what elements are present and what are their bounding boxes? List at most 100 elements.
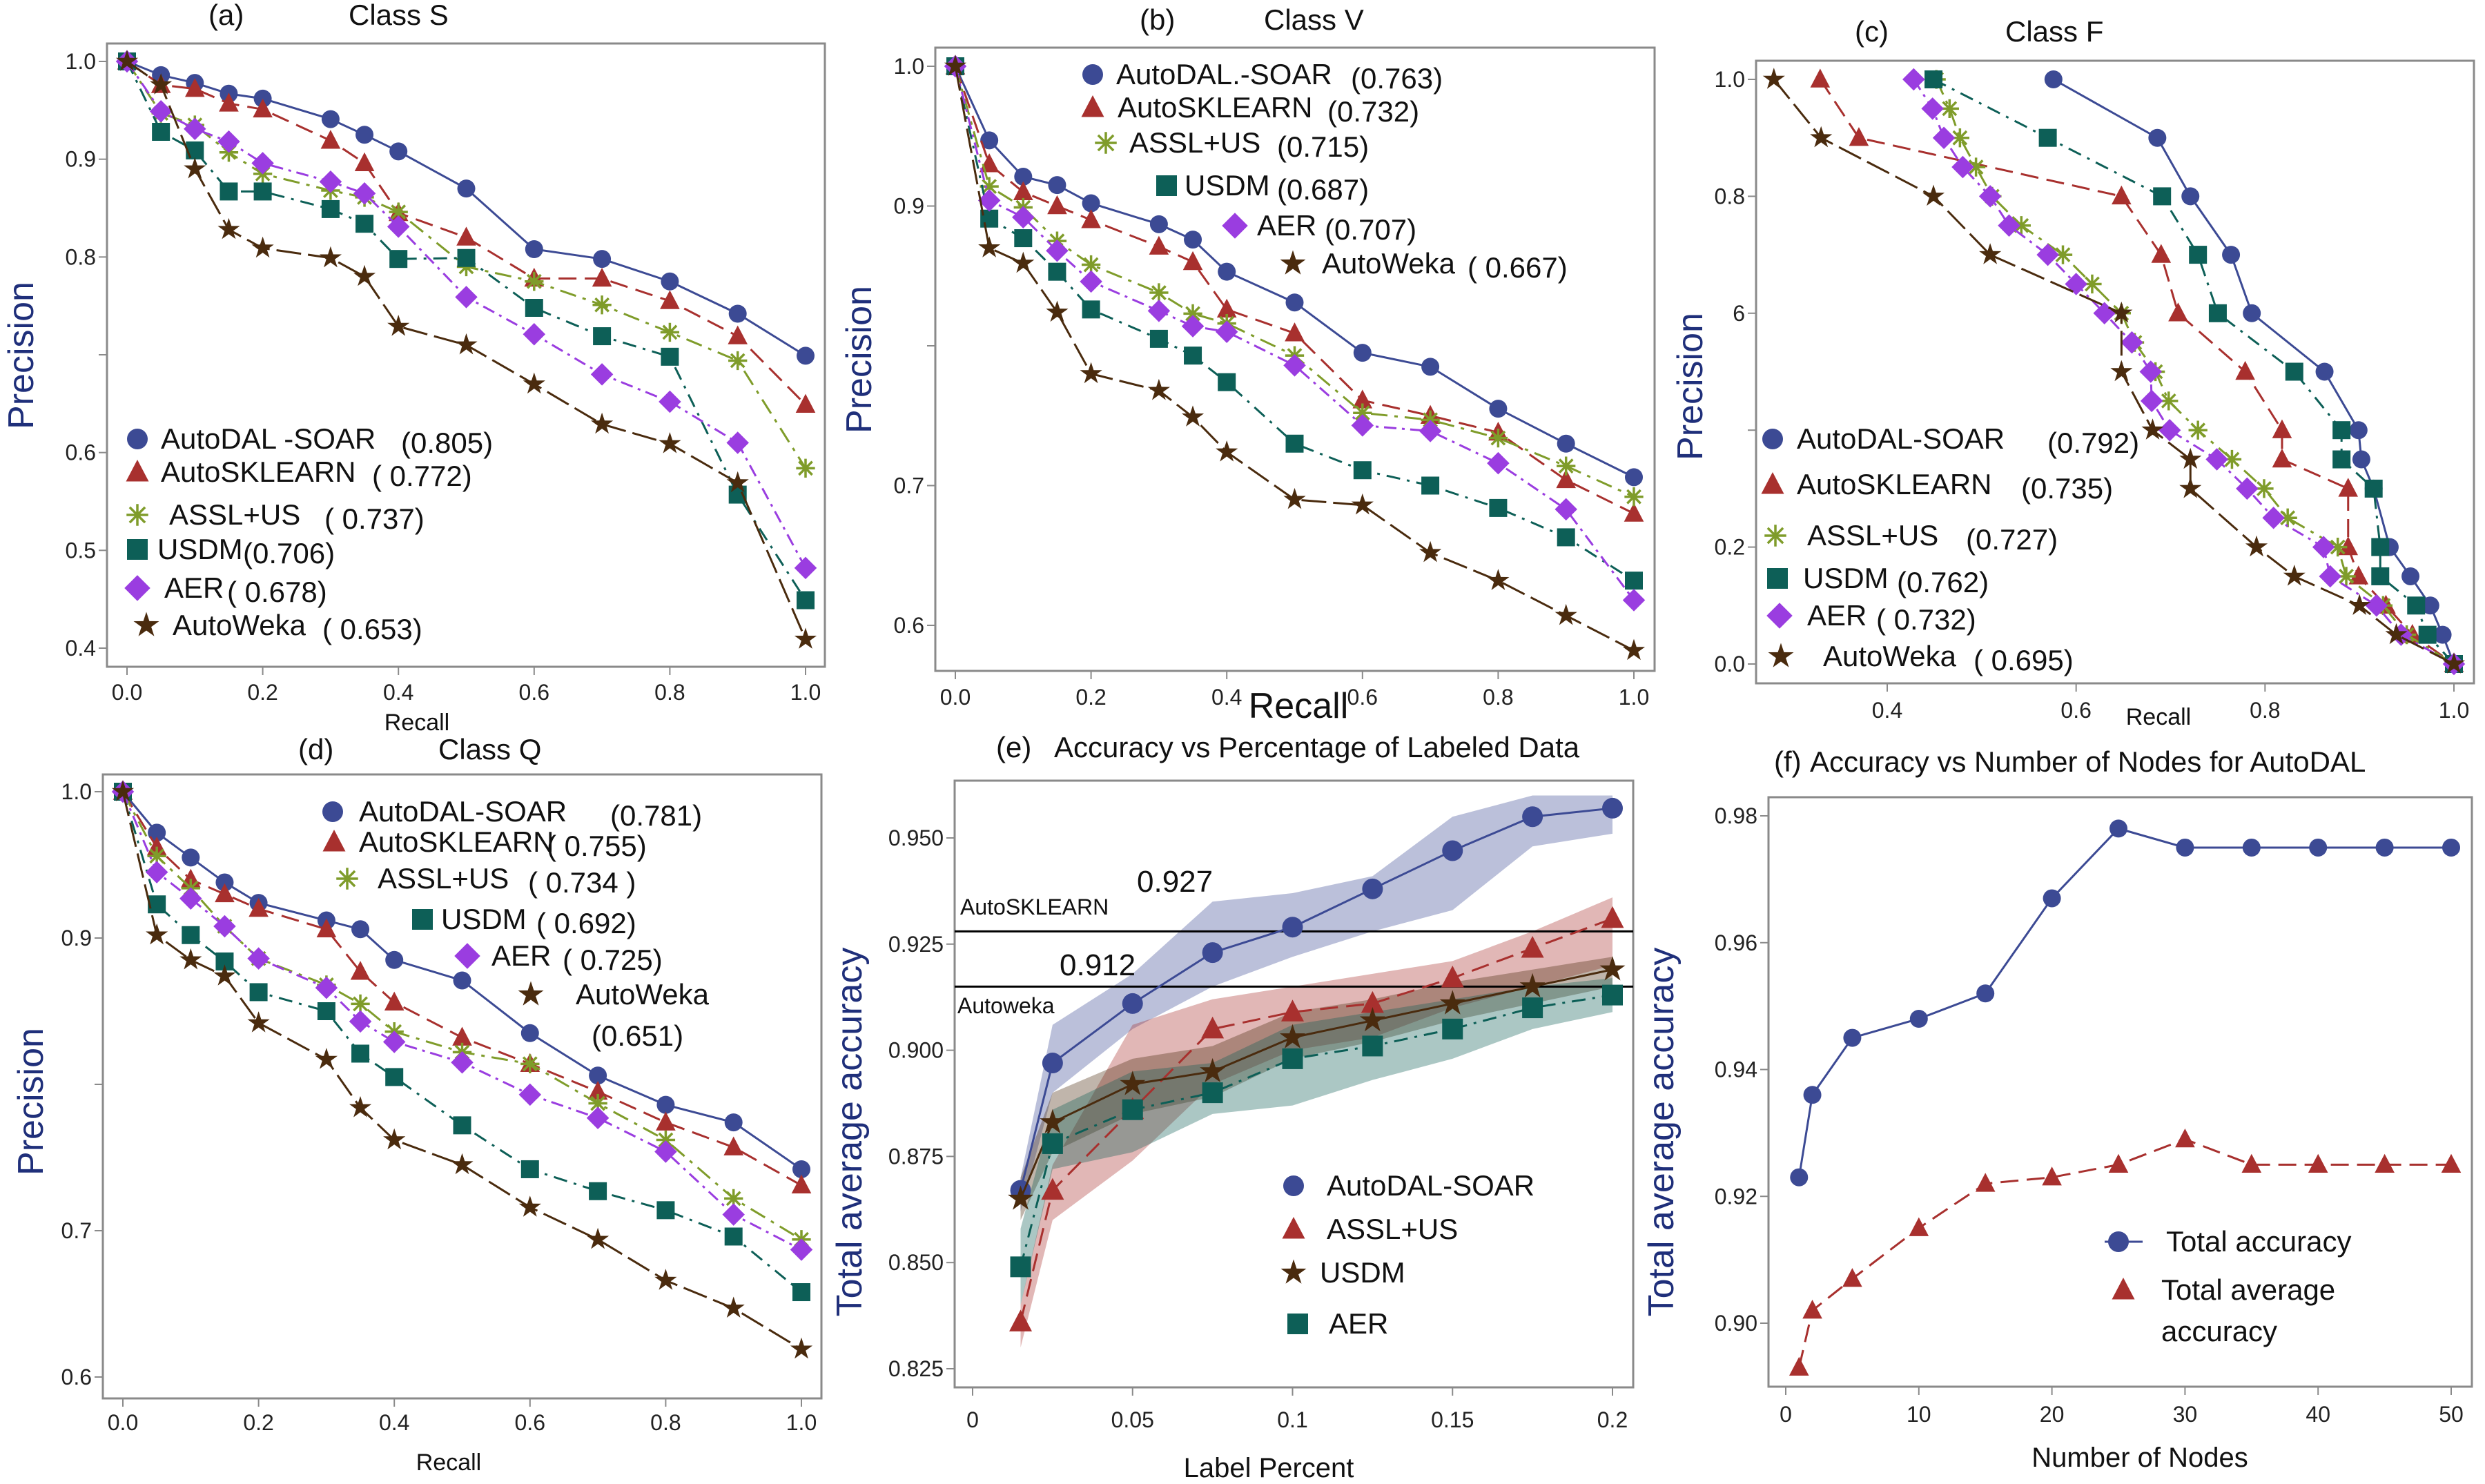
legend-score: ( 0.732) (1876, 603, 1976, 636)
legend-label: AutoDAL-SOAR (1327, 1169, 1534, 1202)
asterisk-marker (2188, 420, 2208, 440)
panel-label: (d) (298, 733, 333, 765)
circle-marker (1285, 293, 1304, 312)
series-line (1020, 994, 1613, 1267)
asterisk-marker (592, 295, 612, 315)
asterisk-marker (1488, 429, 1508, 448)
x-tick-label: 0.8 (654, 680, 685, 705)
series-line (1020, 917, 1613, 1322)
square-marker (1048, 262, 1066, 281)
square-marker (152, 123, 170, 141)
star-marker (518, 981, 544, 1006)
y-tick-label: 1.0 (66, 49, 96, 74)
series-usdm (1010, 984, 1623, 1278)
square-marker (2371, 538, 2390, 556)
diamond-marker (451, 1051, 474, 1074)
legend-score: (0.687) (1277, 173, 1369, 206)
diamond-marker (454, 943, 480, 969)
square-marker (186, 141, 204, 159)
asterisk-marker (126, 504, 148, 526)
chart-title: Class V (1264, 3, 1364, 36)
chart-panel-c: (c) Class F 0.4 0.6 0.8 1.0 0.0 0.2 6 0.8 1.0 Recal… (1670, 15, 2475, 730)
legend-label: USDM (157, 533, 243, 565)
triangle-marker (2241, 1153, 2262, 1173)
diamond-marker (1012, 206, 1035, 228)
star-marker (1487, 569, 1510, 590)
x-tick-label: 0.05 (1111, 1407, 1154, 1432)
legend-label: ASSL+US (169, 498, 300, 531)
x-tick-label: 0.8 (1483, 685, 1513, 710)
triangle-marker (126, 460, 149, 482)
star-marker (1200, 1057, 1226, 1083)
legend-entry: AER (0.707) (1222, 209, 1416, 246)
square-marker (1042, 1133, 1063, 1154)
x-tick-label: 0.2 (243, 1410, 273, 1435)
legend-label: AutoSKLEARN (359, 826, 554, 858)
star-marker (2283, 565, 2306, 586)
square-marker (1489, 498, 1508, 517)
circle-marker (2176, 838, 2194, 857)
square-marker (1014, 229, 1033, 248)
diamond-marker (251, 152, 274, 175)
square-marker (220, 182, 238, 201)
square-marker (1156, 175, 1177, 196)
star-marker (217, 217, 240, 240)
chart-title: Class F (2005, 15, 2103, 48)
circle-marker (1353, 344, 1372, 362)
circle-marker (520, 1024, 539, 1042)
y-tick-label: 0.94 (1715, 1057, 1757, 1082)
y-tick-label: 0.950 (888, 826, 944, 850)
star-marker (184, 157, 206, 179)
series-autosklearn (117, 50, 816, 413)
circle-marker (1803, 1086, 1822, 1104)
legend-label: ASSL+US (378, 862, 509, 895)
circle-marker (2222, 246, 2241, 264)
star-marker (383, 1128, 406, 1150)
x-tick-label: 40 (2306, 1402, 2330, 1427)
diamond-marker (2140, 389, 2163, 413)
y-tick-label: 0.6 (61, 1365, 92, 1389)
y-tick-label: 0.900 (888, 1038, 944, 1063)
y-tick-label: 0.98 (1715, 803, 1757, 828)
asterisk-marker (1149, 283, 1169, 302)
triangle-marker (728, 325, 748, 344)
star-marker (1040, 1109, 1066, 1133)
y-tick-label: 0.9 (894, 194, 924, 219)
triangle-marker (1013, 181, 1033, 200)
square-marker (253, 182, 272, 201)
square-marker (2189, 246, 2208, 264)
circle-marker (1218, 262, 1236, 281)
triangle-marker (2441, 1153, 2462, 1173)
series-autoweka (115, 50, 817, 649)
legend-entry: ASSL+US ( 0.734 ) (336, 862, 636, 899)
star-marker (2179, 447, 2202, 469)
diamond-marker (722, 1203, 745, 1226)
series-line (1797, 1138, 2451, 1368)
square-marker (127, 539, 148, 560)
legend-entry: AutoWeka (0.651) (518, 978, 710, 1052)
circle-marker (322, 801, 343, 822)
square-marker (2332, 450, 2351, 469)
star-marker (1280, 1024, 1305, 1048)
legend-entry: Total accuracy (2105, 1225, 2351, 1258)
triangle-marker (456, 226, 476, 246)
asterisk-marker (525, 272, 544, 291)
series-autosklearn (1789, 1128, 2462, 1376)
circle-marker (351, 920, 370, 939)
circle-marker (1082, 64, 1103, 85)
circle-marker (1362, 878, 1383, 899)
y-tick-label: 0.8 (66, 244, 96, 269)
diamond-marker (1555, 498, 1577, 521)
circle-marker (1602, 797, 1623, 819)
asterisk-marker (1940, 99, 1959, 118)
legend-entry: USDM (1280, 1256, 1405, 1289)
triangle-marker (248, 898, 269, 917)
circle-marker (1149, 215, 1168, 233)
diamond-marker (1215, 320, 1238, 343)
diamond-marker (217, 130, 240, 153)
asterisk-marker (1095, 132, 1117, 154)
asterisk-marker (656, 1130, 676, 1150)
y-axis-label: Precision (11, 1028, 51, 1175)
square-marker (1421, 476, 1440, 495)
legend-score: ( 0.692) (536, 907, 636, 939)
